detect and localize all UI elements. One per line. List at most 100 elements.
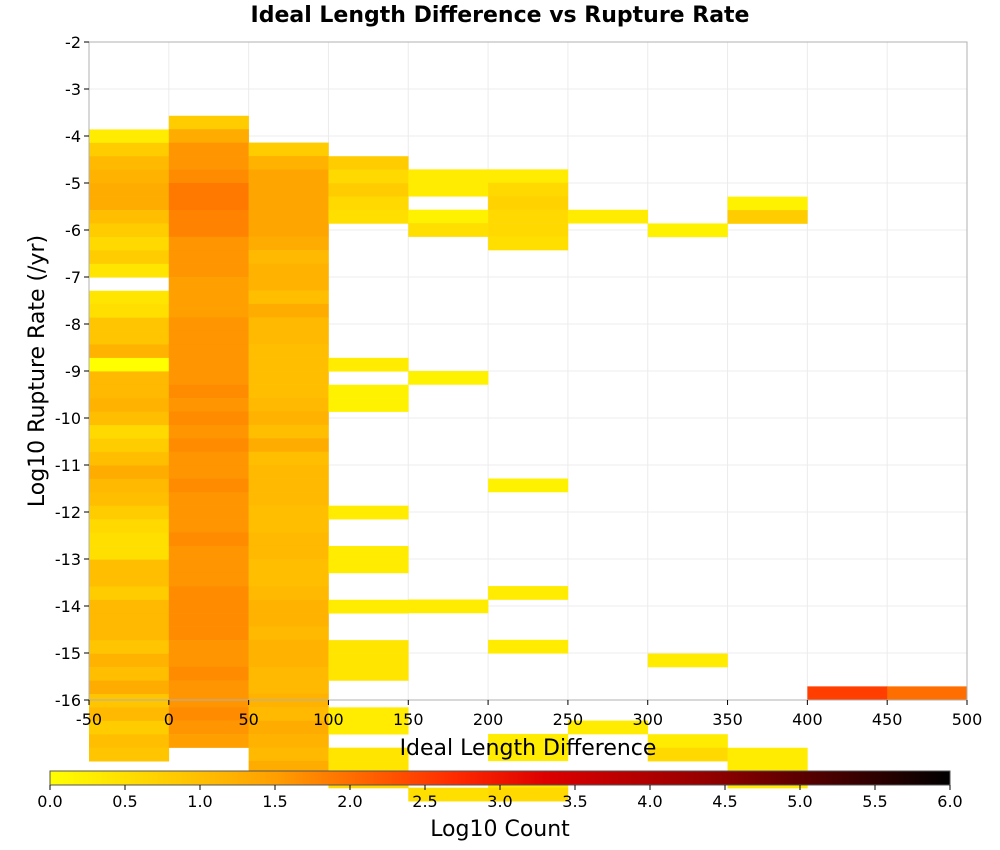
heatmap-cell xyxy=(248,209,329,224)
heatmap-cell xyxy=(89,411,170,426)
heatmap-cell xyxy=(328,183,409,197)
x-tick-label: 500 xyxy=(952,710,983,729)
heatmap-cell xyxy=(168,250,249,264)
colorbar-tick-label: 5.0 xyxy=(787,792,812,811)
x-tick-label: 0 xyxy=(164,710,174,729)
heatmap-cell xyxy=(727,747,808,762)
heatmap-cells xyxy=(89,115,968,802)
heatmap-cell xyxy=(248,250,329,264)
colorbar-tick-label: 1.0 xyxy=(187,792,212,811)
heatmap-cell xyxy=(168,371,249,385)
heatmap-cell xyxy=(89,223,170,238)
heatmap-cell xyxy=(647,653,728,668)
heatmap-cell xyxy=(567,720,649,735)
heatmap-cell xyxy=(647,734,728,748)
heatmap-cell xyxy=(168,169,249,184)
heatmap-cell xyxy=(168,545,249,560)
heatmap-cell xyxy=(168,411,249,426)
heatmap-cell xyxy=(248,532,329,547)
x-tick-label: 150 xyxy=(393,710,424,729)
heatmap-cell xyxy=(168,599,249,614)
heatmap-cell xyxy=(89,546,170,560)
heatmap-cell xyxy=(168,451,249,466)
heatmap-cell xyxy=(168,317,249,332)
heatmap-cell xyxy=(248,330,329,345)
heatmap-cell xyxy=(328,599,409,614)
heatmap-cell xyxy=(168,156,249,170)
y-tick-label: -15 xyxy=(55,644,81,663)
x-axis: -50 0 50 100 150 200 250 300 350 400 450 500 xyxy=(76,700,982,729)
heatmap-cell xyxy=(89,613,170,628)
heatmap-cell xyxy=(248,545,329,560)
heatmap-cell xyxy=(89,452,170,466)
heatmap-cell xyxy=(248,465,329,479)
heatmap-cell xyxy=(248,317,329,332)
heatmap-cell xyxy=(168,115,249,130)
heatmap-cell xyxy=(89,519,170,533)
heatmap-cell xyxy=(168,236,249,251)
heatmap-cell xyxy=(488,787,569,802)
colorbar-tick-label: 5.5 xyxy=(862,792,887,811)
x-tick-label: 250 xyxy=(553,710,584,729)
heatmap-cell xyxy=(168,303,249,318)
heatmap-cell xyxy=(488,586,569,600)
heatmap-cell xyxy=(488,209,569,224)
heatmap-cell xyxy=(168,263,249,278)
heatmap-cell xyxy=(328,384,409,399)
colorbar-tick-label: 3.0 xyxy=(487,792,512,811)
y-tick-label: -3 xyxy=(65,80,81,99)
heatmap-cell xyxy=(168,626,249,641)
heatmap-cell xyxy=(248,263,329,278)
heatmap-cell xyxy=(328,707,409,722)
heatmap-cell xyxy=(89,626,170,641)
heatmap-cell xyxy=(328,169,409,184)
heatmap-cell xyxy=(248,411,329,426)
heatmap-cell xyxy=(89,371,170,386)
y-tick-label: -5 xyxy=(65,174,81,193)
heatmap-cell xyxy=(89,693,170,708)
heatmap-cell xyxy=(248,586,329,600)
heatmap-cell xyxy=(248,707,329,721)
heatmap-cell xyxy=(168,666,249,681)
heatmap-cell xyxy=(248,720,329,735)
colorbar-tick-label: 3.5 xyxy=(562,792,587,811)
colorbar-tick-label: 0.5 xyxy=(112,792,137,811)
heatmap-cell xyxy=(168,277,249,291)
heatmap-cell xyxy=(168,653,249,668)
x-tick-label: -50 xyxy=(76,710,102,729)
heatmap-cell xyxy=(408,182,489,197)
heatmap-cell xyxy=(168,640,249,654)
chart-title: Ideal Length Difference vs Rupture Rate xyxy=(251,3,750,28)
heatmap-cell xyxy=(168,707,249,721)
heatmap-cell xyxy=(89,559,170,574)
heatmap-cell xyxy=(168,129,249,143)
heatmap-cell xyxy=(168,196,249,211)
heatmap-cell xyxy=(89,398,170,413)
heatmap-cell xyxy=(168,680,249,695)
heatmap-cell xyxy=(89,734,170,749)
heatmap-cell xyxy=(328,398,409,412)
y-tick-label: -10 xyxy=(55,409,81,428)
heatmap-cell xyxy=(248,492,329,506)
heatmap-cell xyxy=(408,599,489,614)
heatmap-cell xyxy=(89,129,170,144)
colorbar-tick-label: 4.0 xyxy=(637,792,662,811)
heatmap-cell xyxy=(328,505,409,520)
x-axis-label: Ideal Length Difference xyxy=(400,736,657,761)
heatmap-cell xyxy=(168,183,249,197)
heatmap-cell xyxy=(168,209,249,224)
heatmap-cell xyxy=(89,478,170,493)
heatmap-cell xyxy=(89,290,170,305)
heatmap-cell xyxy=(488,236,569,251)
heatmap-cell xyxy=(647,223,728,238)
heatmap-cell xyxy=(89,357,170,372)
colorbar-tick-label: 6.0 xyxy=(937,792,962,811)
y-tick-label: -13 xyxy=(55,550,81,569)
heatmap-cell xyxy=(89,169,170,184)
heatmap-cell xyxy=(89,465,170,480)
heatmap-cell xyxy=(89,425,170,439)
colorbar-label: Log10 Count xyxy=(430,817,570,842)
heatmap-cell xyxy=(89,707,170,722)
heatmap-cell xyxy=(248,626,329,641)
colorbar xyxy=(49,770,951,786)
